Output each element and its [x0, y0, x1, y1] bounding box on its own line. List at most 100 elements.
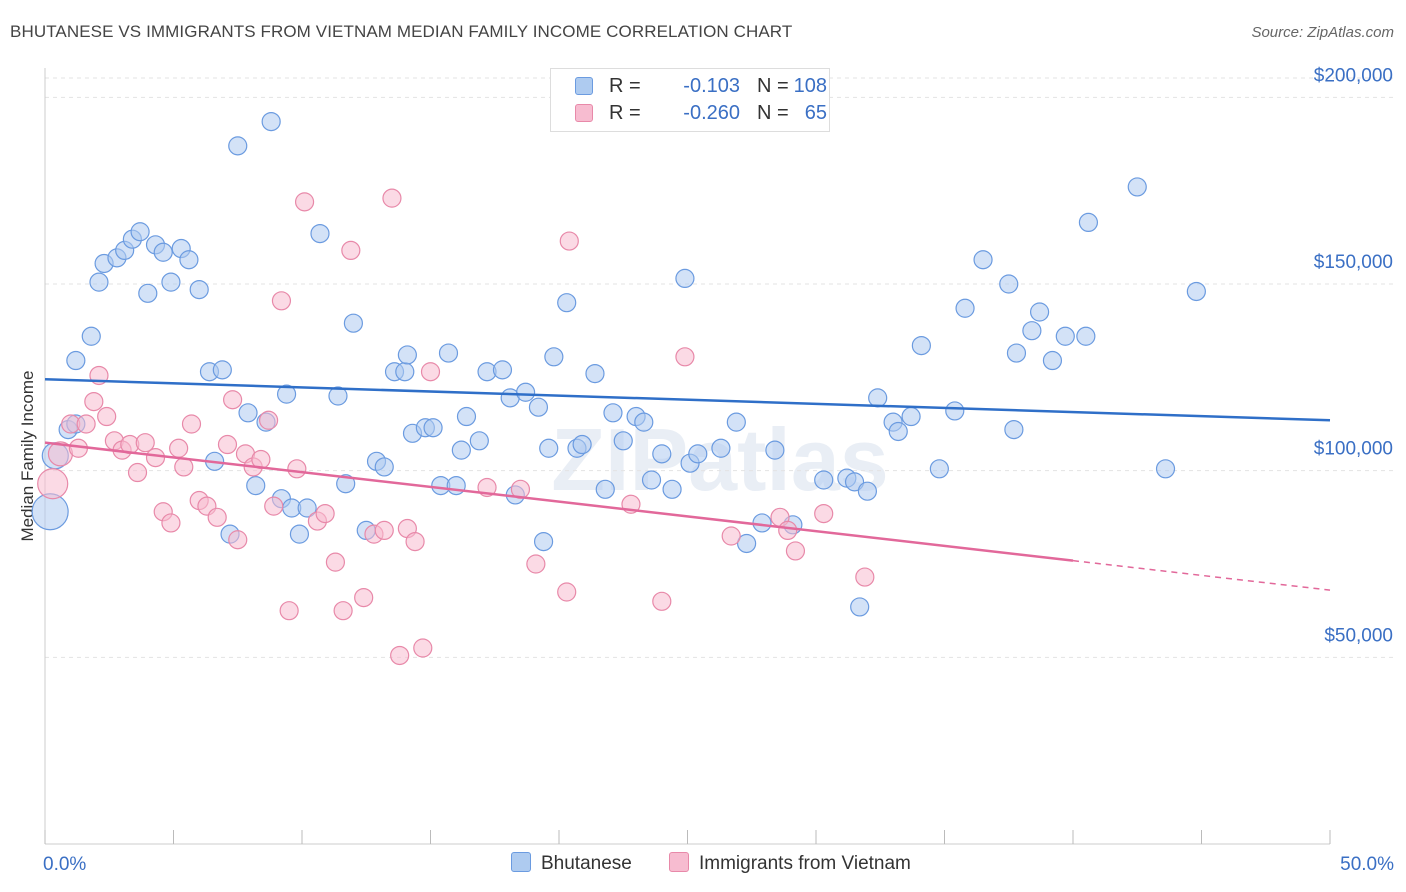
x-tick-label: 0.0% [43, 854, 86, 875]
bhutanese-point [929, 459, 949, 479]
source-label: Source: ZipAtlas.com [1251, 24, 1394, 41]
vietnam-point [174, 457, 194, 477]
bhutanese-point [81, 326, 101, 346]
bhutanese-point [451, 440, 471, 460]
vietnam-point [84, 392, 104, 412]
bhutanese-point [726, 412, 746, 432]
bhutanese-point [857, 481, 878, 501]
x-tick-label: 50.0% [1340, 854, 1394, 875]
vietnam-point [675, 347, 695, 367]
bhutanese-point [528, 397, 549, 417]
vietnam-trend-extension [1072, 559, 1331, 591]
bhutanese-point [973, 250, 993, 270]
vietnam-point [855, 567, 875, 587]
legend-n-value: 65 [804, 102, 827, 124]
bhutanese-point [1127, 177, 1147, 197]
bhutanese-point [228, 136, 248, 156]
bhutanese-point [595, 479, 615, 499]
bhutanese-point [850, 597, 870, 617]
vietnam-point [333, 601, 353, 621]
vietnam-point [526, 554, 546, 574]
vietnam-point [354, 587, 374, 608]
bhutanese-point [688, 444, 708, 464]
bhutanese-point [31, 493, 69, 531]
bhutanese-point [634, 412, 654, 432]
vietnam-point [271, 291, 292, 311]
vietnam-point [207, 507, 227, 527]
bhutanese-trend-line [44, 377, 1331, 422]
legend-n-label: N = [757, 102, 789, 124]
legend-r-value: -0.260 [683, 102, 740, 124]
bhutanese-point [1055, 326, 1075, 346]
vietnam-point [264, 496, 284, 516]
bhutanese-point [276, 384, 297, 404]
vietnam-point [181, 414, 202, 434]
bhutanese-point [737, 533, 757, 554]
bhutanese-point [397, 345, 417, 365]
bhutanese-point [662, 479, 682, 499]
bhutanese-point [161, 272, 181, 292]
vietnam-point [145, 448, 166, 468]
y-tick-label: $150,000 [1314, 252, 1393, 273]
vietnam-point [217, 434, 238, 455]
vietnam-point [785, 541, 806, 561]
vietnam-point [721, 526, 741, 546]
vietnam-point [374, 520, 394, 541]
vietnam-point [405, 531, 425, 552]
bhutanese-point [212, 360, 232, 380]
vietnam-point [258, 410, 279, 430]
bhutanese-point [1029, 302, 1050, 322]
bhutanese-point [343, 313, 363, 333]
bottom-legend-label: Immigrants from Vietnam [699, 853, 911, 874]
bhutanese-point [423, 418, 443, 438]
bhutanese-point [765, 440, 785, 460]
bhutanese-point [515, 382, 536, 402]
bhutanese-point [911, 336, 931, 356]
data-points [31, 111, 1206, 666]
vietnam-point [97, 406, 117, 427]
vietnam-point [37, 468, 69, 500]
bhutanese-point [89, 272, 109, 292]
vietnam-point [382, 188, 402, 208]
bhutanese-point [261, 111, 281, 132]
bhutanese-point [652, 444, 672, 464]
bhutanese-point [539, 438, 559, 458]
bhutanese-point [585, 364, 605, 384]
y-tick-labels: $50,000 $100,000 $150,000 $200,000 [1314, 65, 1393, 646]
legend-n-value: 108 [793, 75, 827, 97]
bhutanese-point [1078, 212, 1099, 232]
y-tick-label: $50,000 [1324, 625, 1393, 646]
vietnam-point [169, 438, 189, 458]
vietnam-point [778, 520, 798, 541]
legend-r-label: R = [609, 75, 641, 97]
bottom-legend-label: Bhutanese [541, 853, 632, 874]
vietnam-point [223, 390, 243, 410]
legend-r-label: R = [609, 102, 641, 124]
bhutanese-point [179, 250, 199, 270]
bhutanese-point [1186, 281, 1206, 302]
bhutanese-point [238, 403, 258, 423]
vietnam-point [652, 591, 672, 611]
bhutanese-point [557, 293, 577, 313]
bhutanese-point [572, 434, 592, 455]
bottom-legend-vietnam: Immigrants from Vietnam [669, 852, 911, 875]
bhutanese-point [603, 403, 623, 423]
bhutanese-point [336, 474, 356, 494]
vietnam-point [390, 645, 410, 666]
bhutanese-point [1042, 350, 1063, 371]
bhutanese-point [868, 388, 888, 408]
bhutanese-point [374, 457, 394, 477]
bhutanese-point [533, 531, 554, 552]
vietnam-point [127, 462, 148, 483]
vietnam-point [559, 231, 579, 251]
vietnam-point [814, 503, 834, 524]
vietnam-point [557, 582, 577, 602]
vietnam-point [413, 638, 433, 658]
bhutanese-point [1155, 459, 1176, 479]
y-tick-label: $100,000 [1314, 439, 1393, 460]
bhutanese-point [446, 476, 466, 496]
bhutanese-point [1004, 420, 1024, 440]
bhutanese-point [138, 283, 158, 303]
bhutanese-point [189, 280, 209, 300]
